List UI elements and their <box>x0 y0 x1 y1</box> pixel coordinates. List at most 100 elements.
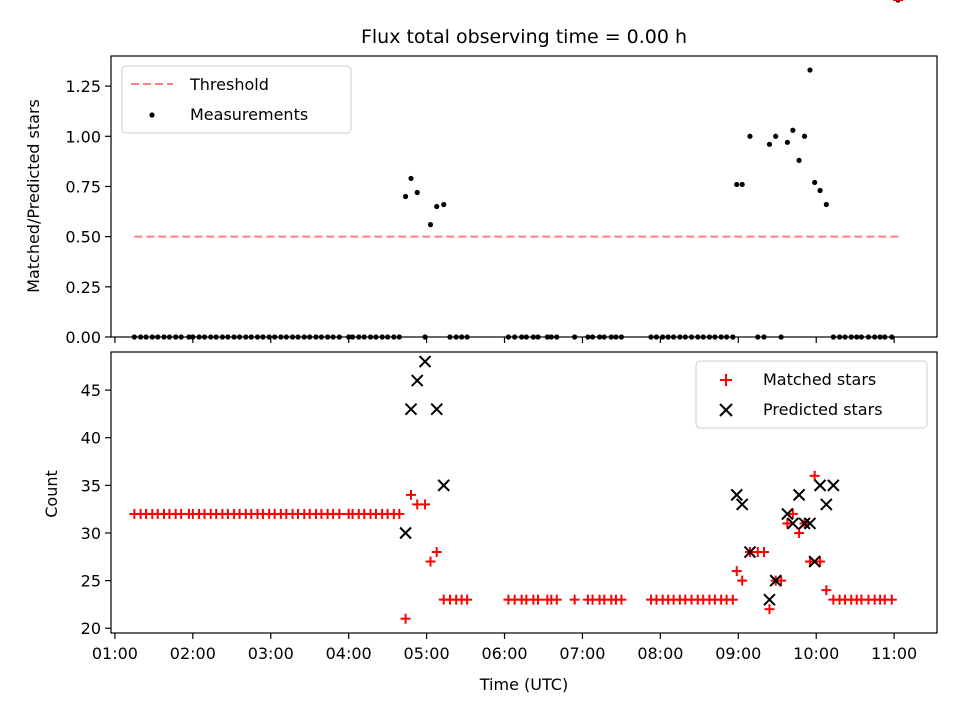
measurement-point <box>739 181 745 188</box>
bottom-points <box>129 0 904 624</box>
x-tick-label: 08:00 <box>637 644 683 663</box>
x-tick-label: 03:00 <box>248 644 294 663</box>
measurement-point <box>434 203 440 210</box>
y-tick-label: 45 <box>81 381 101 400</box>
predicted-star-point <box>743 545 757 559</box>
chart-title: Flux total observing time = 0.00 h <box>361 26 687 48</box>
measurement-point <box>402 193 409 200</box>
top-legend: Threshold Measurements <box>121 65 352 134</box>
top-legend-box <box>121 65 352 134</box>
y-tick-label: 1.00 <box>65 127 101 146</box>
top-panel: Flux total observing time = 0.00 h Match… <box>24 0 938 347</box>
predicted-star-point <box>827 479 840 492</box>
legend-matched-swatch <box>720 374 732 386</box>
bottom-legend: Matched stars Predicted stars <box>695 360 928 429</box>
measurement-point <box>414 189 420 196</box>
y-tick-label: 40 <box>81 429 101 448</box>
legend-threshold-label: Threshold <box>189 75 269 94</box>
matched-star-point <box>551 594 562 605</box>
matched-star-point <box>809 470 820 481</box>
measurement-point <box>408 175 414 182</box>
matched-star-point <box>782 518 793 529</box>
y-tick-label: 1.25 <box>65 77 101 96</box>
matched-star-point <box>394 508 405 519</box>
matched-star-point <box>406 489 417 500</box>
measurement-point <box>427 222 434 228</box>
top-plot-frame <box>110 55 938 338</box>
predicted-star-point <box>798 517 811 530</box>
predicted-star-point <box>786 517 800 530</box>
matched-star-point <box>764 604 775 615</box>
matched-star-point <box>533 594 544 605</box>
predicted-star-point <box>730 488 743 502</box>
x-tick-label: 01:00 <box>92 644 138 663</box>
x-tick-label: 02:00 <box>170 644 216 663</box>
matched-star-point <box>569 594 580 605</box>
measurement-point <box>773 133 779 139</box>
legend-matched-label: Matched stars <box>763 370 876 389</box>
x-tick-label: 04:00 <box>326 644 372 663</box>
measurement-point <box>801 133 808 139</box>
y-tick-label: 0.00 <box>65 328 101 347</box>
matched-star-point <box>616 594 627 605</box>
legend-measurements-label: Measurements <box>190 105 308 124</box>
measurement-point <box>823 201 829 208</box>
predicted-star-point <box>820 498 833 511</box>
matched-star-point <box>886 594 897 605</box>
legend-measurements-swatch <box>149 112 155 118</box>
predicted-star-point <box>735 498 749 511</box>
matched-star-point <box>462 594 473 605</box>
x-tick-label: 07:00 <box>559 644 605 663</box>
measurement-point <box>790 127 796 133</box>
predicted-star-point <box>769 574 782 587</box>
y-tick-label: 20 <box>81 619 101 638</box>
matched-star-point <box>425 556 436 567</box>
y-tick-label: 25 <box>81 572 101 591</box>
legend-predicted-swatch <box>719 403 733 417</box>
matched-star-point <box>787 508 798 519</box>
measurement-point <box>747 133 753 139</box>
y-tick-label: 0.50 <box>65 228 101 247</box>
predicted-star-point <box>763 593 776 606</box>
predicted-star-point <box>437 479 450 492</box>
matched-star-point <box>420 499 431 510</box>
bottom-panel: Count Time (UTC) 20 25 30 35 40 45 01:00 02:00… <box>42 0 938 694</box>
predicted-star-point <box>808 555 821 568</box>
x-tick-label: 10:00 <box>793 644 839 663</box>
x-tick-label: 05:00 <box>404 644 450 663</box>
matched-star-point <box>431 547 442 558</box>
top-y-ticks: 0.00 0.25 0.50 0.75 1.00 1.25 <box>65 77 111 347</box>
matched-star-point <box>794 527 805 538</box>
measurement-point <box>807 67 813 73</box>
x-tick-label: 09:00 <box>715 644 761 663</box>
y-tick-label: 35 <box>81 476 101 495</box>
predicted-star-point <box>803 517 817 530</box>
bottom-plot-frame <box>110 351 938 634</box>
y-tick-label: 0.75 <box>65 177 101 196</box>
measurement-point <box>766 141 773 147</box>
matched-star-point <box>737 575 748 586</box>
matched-star-point <box>731 566 742 577</box>
predicted-star-point <box>418 355 432 368</box>
predicted-star-point <box>411 374 424 387</box>
bottom-x-ticks: 01:00 02:00 03:00 04:00 05:00 06:00 07:00 08:00… <box>92 633 917 663</box>
measurement-point <box>796 157 802 163</box>
matched-star-point <box>815 556 826 567</box>
y-tick-label: 30 <box>81 524 101 543</box>
x-tick-label: 11:00 <box>871 644 917 663</box>
predicted-star-point <box>430 402 443 416</box>
predicted-star-point <box>399 526 412 540</box>
y-tick-label: 0.25 <box>65 278 101 297</box>
measurements-points <box>131 0 901 340</box>
matched-star-point <box>821 585 832 596</box>
matched-star-point <box>334 508 345 519</box>
x-tick-label: 06:00 <box>481 644 527 663</box>
measurement-point <box>812 179 818 186</box>
legend-predicted-label: Predicted stars <box>763 400 883 419</box>
bottom-legend-box <box>695 360 928 429</box>
bottom-y-axis-label: Count <box>42 470 61 518</box>
matched-star-point <box>727 594 738 605</box>
predicted-star-point <box>813 479 827 492</box>
measurement-point <box>784 139 790 145</box>
